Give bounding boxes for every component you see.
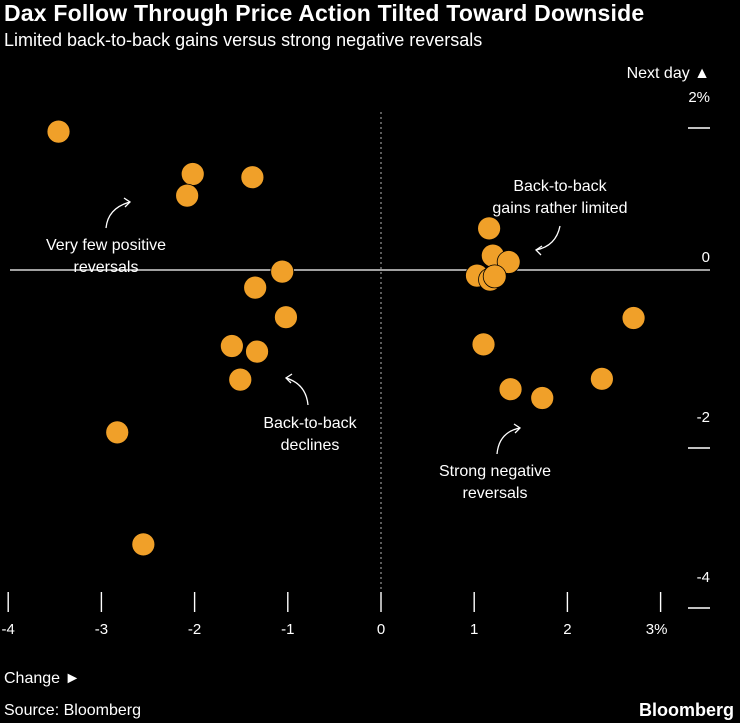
scatter-point — [180, 162, 205, 186]
scatter-point — [105, 420, 130, 445]
annotation-arrowhead — [123, 197, 132, 208]
scatter-point — [530, 386, 555, 410]
x-tick-label: -2 — [188, 621, 201, 638]
bloomberg-logo: Bloomberg — [638, 700, 734, 720]
scatter-point — [589, 366, 614, 391]
y-tick-label: 0 — [702, 249, 710, 266]
annotation-arrowhead — [284, 373, 293, 384]
scatter-point — [131, 532, 156, 557]
annotation-arrow — [285, 377, 309, 406]
annotation-label: Back-to-back — [263, 415, 357, 432]
chart-subtitle: Limited back-to-back gains versus strong… — [4, 30, 483, 50]
chart-title: Dax Follow Through Price Action Tilted T… — [4, 0, 645, 26]
annotation-arrow — [105, 201, 131, 229]
annotation-arrow — [535, 225, 561, 251]
scatter-point — [245, 339, 269, 364]
scatter-point — [228, 367, 253, 392]
scatter-point — [243, 275, 268, 300]
x-axis-label: Change ► — [4, 670, 80, 687]
annotation-label: Back-to-back — [513, 178, 607, 195]
scatter-point — [175, 183, 200, 208]
scatter-point — [219, 334, 244, 358]
y-tick-label: -2 — [697, 409, 710, 426]
y-tick-label: 2% — [688, 89, 710, 106]
annotation-label: declines — [281, 437, 340, 454]
scatter-point — [240, 165, 265, 190]
source-note: Source: Bloomberg — [4, 702, 141, 719]
annotation-arrowhead — [534, 245, 543, 256]
y-axis-label: Next day ▲ — [627, 65, 710, 82]
scatter-point — [496, 250, 521, 274]
y-tick-label: -4 — [697, 569, 710, 586]
x-tick-label: -1 — [281, 621, 294, 638]
axes-layer: -4 -3 -2 -1 0 1 2 3% 2% 0 -2 -4 — [2, 89, 710, 638]
scatter-point — [482, 264, 507, 289]
x-tick-label: -4 — [2, 621, 15, 638]
x-tick-label: 1 — [470, 621, 478, 638]
annotation-label: gains rather limited — [492, 200, 627, 217]
scatter-point — [270, 259, 295, 284]
annotation-layer: Very few positive reversals Back-to-back ga… — [46, 178, 628, 502]
x-tick-label: 2 — [563, 621, 571, 638]
scatter-point — [477, 216, 502, 241]
scatter-point — [621, 306, 646, 330]
scatter-point — [498, 377, 523, 402]
annotation-arrow — [496, 427, 521, 455]
points-layer — [46, 119, 646, 557]
scatter-point — [46, 119, 71, 144]
scatter-point — [471, 332, 496, 357]
annotation-label: Strong negative — [439, 463, 551, 480]
x-tick-label: -3 — [95, 621, 108, 638]
annotation-label: reversals — [463, 485, 528, 502]
x-tick-label: 3% — [646, 621, 668, 638]
annotation-label: Very few positive — [46, 237, 166, 254]
x-tick-label: 0 — [377, 621, 385, 638]
scatter-point — [274, 305, 298, 330]
annotation-arrowhead — [513, 423, 522, 434]
annotation-label: reversals — [74, 259, 139, 276]
